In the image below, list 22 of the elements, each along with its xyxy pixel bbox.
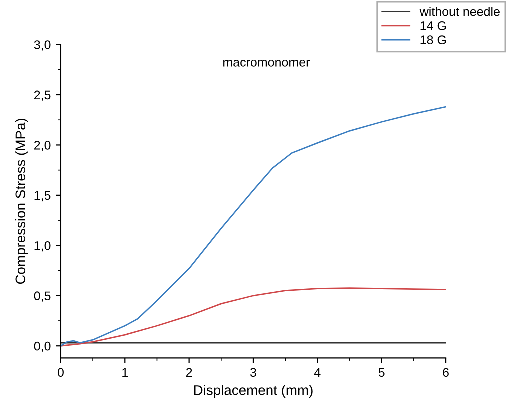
x-tick-label: 0 (58, 368, 64, 378)
x-tick-label: 5 (378, 368, 385, 378)
annotation: macromonomer (224, 60, 310, 67)
x-tick-label: 1 (122, 368, 128, 377)
legend-label: 18 G (420, 36, 446, 45)
y-tick-label: 3,0 (34, 40, 51, 51)
y-tick-label: 2,5 (34, 90, 51, 102)
y-tick-label: 1,5 (34, 191, 51, 202)
legend-label: 14 G (420, 22, 446, 30)
line-series (60, 106, 446, 347)
x-axis-title: Displacement (mm) (194, 385, 313, 398)
x-tick-label: 3 (250, 368, 256, 378)
y-tick-label: 0,0 (34, 342, 51, 352)
y-tick-label: 0,5 (34, 292, 51, 302)
y-axis-title: Compression Stress (MPa) (15, 118, 28, 284)
x-tick-label: 4 (314, 368, 321, 377)
x-tick-label: 6 (443, 368, 449, 378)
legend-label: without needle (420, 7, 500, 16)
y-tick-label: 1,0 (34, 241, 51, 252)
line-series (60, 288, 446, 347)
y-tick-label: 2,0 (34, 141, 51, 152)
x-tick-label: 2 (186, 368, 192, 377)
